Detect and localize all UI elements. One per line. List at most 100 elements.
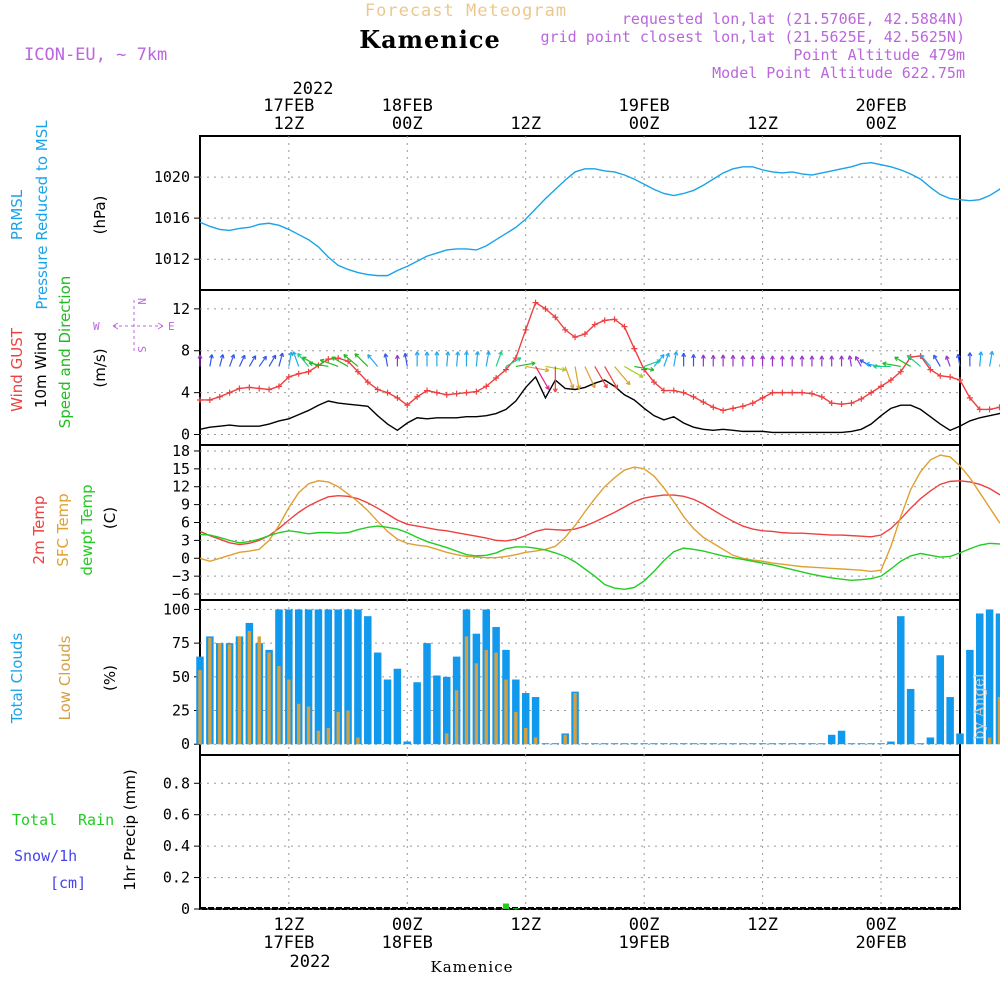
wind-arrow bbox=[297, 352, 310, 367]
low-cloud-bar bbox=[524, 728, 528, 745]
gust-marker bbox=[285, 373, 292, 380]
gust-marker bbox=[818, 393, 825, 400]
temp-sfc-label: SFC Temp bbox=[54, 493, 72, 566]
gust-marker bbox=[374, 386, 381, 393]
wind-arrow bbox=[505, 357, 522, 367]
pressure-panel bbox=[199, 135, 961, 291]
wind-arrow bbox=[750, 355, 756, 367]
bottom-date-label: 19FEB bbox=[619, 933, 670, 953]
y-tick-label: 75 bbox=[172, 634, 190, 652]
low-cloud-bar bbox=[563, 734, 567, 745]
gust-marker bbox=[483, 383, 490, 390]
low-cloud-bar bbox=[474, 663, 479, 745]
wind-arrow bbox=[955, 353, 961, 367]
total-cloud-bar bbox=[758, 743, 767, 745]
low-cloud-bar bbox=[356, 737, 360, 745]
wind-arrow bbox=[978, 351, 984, 367]
gust-marker bbox=[779, 389, 786, 396]
wind-arrow bbox=[288, 351, 294, 367]
gust-marker bbox=[789, 389, 796, 396]
top-year: 2022 bbox=[293, 79, 334, 99]
gust-marker bbox=[976, 406, 983, 413]
bottom-time-label: 12Z bbox=[747, 915, 778, 935]
wind-arrow bbox=[414, 351, 420, 367]
total-cloud-bar bbox=[877, 743, 885, 745]
total-cloud-bar bbox=[867, 743, 875, 745]
wind-arrow bbox=[229, 354, 236, 367]
total-cloud-bar bbox=[956, 733, 964, 745]
pressure-unit: (hPa) bbox=[91, 196, 109, 235]
total-cloud-bar bbox=[985, 609, 994, 745]
gust-marker bbox=[473, 388, 480, 395]
wind-arrow bbox=[474, 351, 480, 367]
gust-marker bbox=[542, 305, 549, 312]
bottom-time-label: 12Z bbox=[510, 915, 541, 935]
total-cloud-bar bbox=[610, 743, 619, 745]
low-cloud-bar bbox=[267, 652, 271, 745]
wind-arrow bbox=[819, 355, 825, 367]
gust-marker bbox=[660, 387, 667, 394]
top-time-label: 00Z bbox=[629, 114, 660, 134]
top-date-label: 20FEB bbox=[855, 96, 906, 116]
total-cloud-bar bbox=[778, 743, 787, 745]
total-cloud-bar bbox=[660, 743, 668, 745]
wind-arrow bbox=[720, 354, 726, 367]
gust-marker bbox=[424, 387, 431, 394]
rain-bar bbox=[512, 908, 519, 909]
low-cloud-bar bbox=[198, 670, 202, 745]
compass-west: W bbox=[93, 320, 100, 333]
low-cloud-bar bbox=[257, 636, 261, 745]
total-cloud-bar bbox=[541, 743, 550, 745]
footer-location: Kamenice bbox=[431, 958, 514, 976]
gust-marker bbox=[522, 326, 529, 333]
gust-marker bbox=[680, 389, 687, 396]
total-cloud-bar bbox=[581, 743, 589, 745]
total-cloud-bar bbox=[887, 741, 895, 745]
gust-marker bbox=[236, 385, 243, 392]
series-dewpt-temp bbox=[199, 525, 1000, 590]
requested-coords: requested lon,lat (21.5706E, 42.5884N) bbox=[622, 10, 965, 28]
low-cloud-bar bbox=[504, 679, 508, 745]
total-cloud-bar bbox=[936, 655, 945, 745]
wind-arrow bbox=[219, 354, 225, 367]
total-cloud-bar bbox=[679, 743, 688, 745]
total-cloud-bar bbox=[344, 609, 352, 745]
gust-marker bbox=[532, 299, 539, 306]
wind-arrow bbox=[710, 354, 716, 367]
precip-axis-label: 1hr Precip (mm) bbox=[121, 769, 139, 890]
clouds-panel bbox=[199, 599, 961, 756]
top-time-label: 12Z bbox=[510, 114, 541, 134]
gust-marker bbox=[206, 396, 213, 403]
wind-unit: (m/s) bbox=[91, 348, 109, 387]
gust-marker bbox=[246, 384, 253, 391]
wind-arrow bbox=[383, 353, 389, 367]
rain-label: Rain bbox=[78, 811, 114, 829]
low-cloud-bar bbox=[326, 728, 330, 745]
wind-arrow bbox=[367, 354, 379, 367]
gust-marker bbox=[651, 379, 658, 386]
total-cloud-bar bbox=[423, 643, 431, 745]
wind-arrow bbox=[209, 354, 214, 367]
bottom-date-label: 17FEB bbox=[263, 933, 314, 953]
chart-title: Forecast Meteogram bbox=[365, 1, 567, 21]
low-cloud-bar bbox=[218, 643, 222, 745]
low-cloud-bar bbox=[208, 637, 212, 745]
low-cloud-bar bbox=[316, 730, 321, 745]
y-tick-label: 0 bbox=[181, 549, 190, 567]
gust-marker bbox=[621, 323, 628, 330]
total-cloud-bar bbox=[600, 743, 609, 745]
gust-marker bbox=[275, 383, 282, 390]
wind-arrow bbox=[681, 352, 687, 367]
credit-watermark: by Angel bbox=[970, 673, 988, 740]
clouds-unit: (%) bbox=[101, 665, 119, 691]
total-cloud-bar bbox=[719, 743, 727, 745]
total-cloud-bar bbox=[294, 609, 303, 745]
wind-arrow bbox=[248, 355, 257, 367]
wind-arrow bbox=[354, 353, 369, 367]
total-cloud-bar bbox=[630, 743, 639, 745]
gust-marker bbox=[562, 326, 569, 333]
gust-marker bbox=[601, 317, 608, 324]
compass-east: E bbox=[168, 320, 175, 333]
